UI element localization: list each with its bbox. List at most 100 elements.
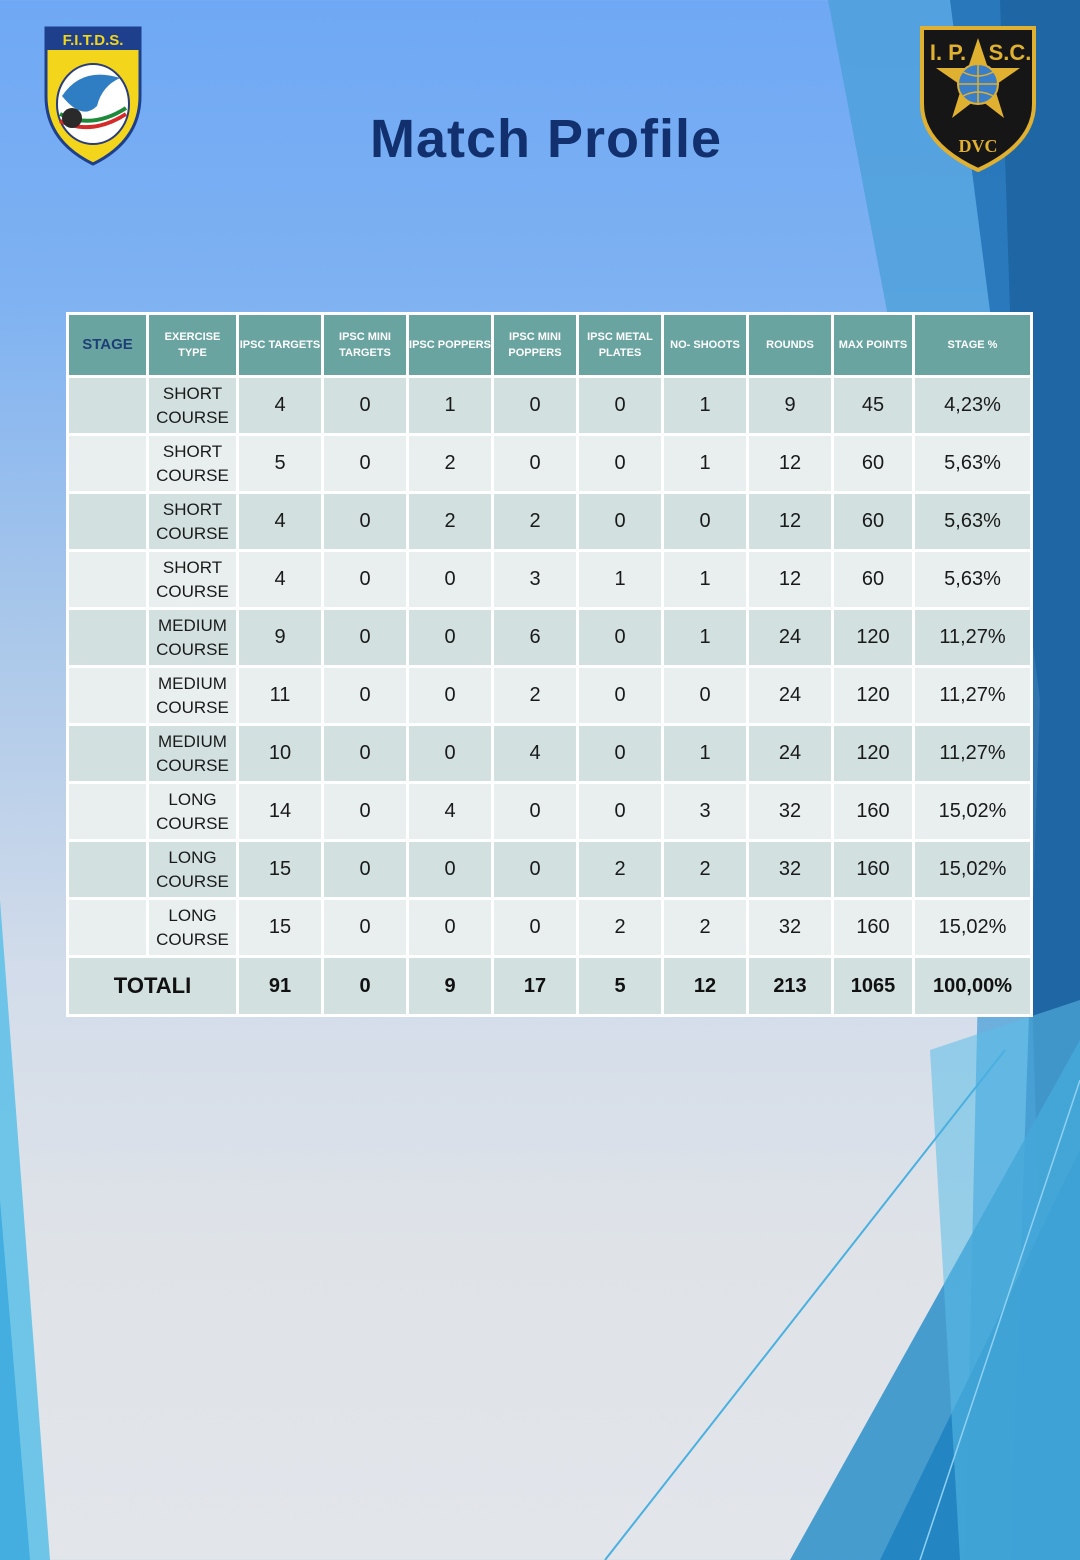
ipsc-mini-poppers-cell: 0 bbox=[491, 781, 579, 842]
max-points-cell: 160 bbox=[831, 839, 915, 900]
page-title: Match Profile bbox=[369, 109, 723, 169]
header-stage-percent: STAGE % bbox=[912, 312, 1033, 378]
rounds-cell: 24 bbox=[746, 665, 834, 726]
stage-percent-cell: 11,27% bbox=[912, 723, 1033, 784]
exercise-type-cell: LONG COURSE bbox=[146, 781, 239, 842]
stage-cell bbox=[66, 491, 149, 552]
ipsc-mini-poppers-cell: 0 bbox=[491, 375, 579, 436]
ipsc-metal-plates-cell: 2 bbox=[576, 839, 664, 900]
exercise-type-cell: SHORT COURSE bbox=[146, 549, 239, 610]
ipsc-logo-monogram: DVC bbox=[959, 136, 998, 156]
no-shoots-cell: 0 bbox=[661, 665, 749, 726]
rounds-cell: 24 bbox=[746, 607, 834, 668]
ipsc-metal-plates-cell: 1 bbox=[576, 549, 664, 610]
table-row: SHORT COURSE 4 0 2 2 0 0 12 60 5,63% bbox=[66, 491, 1033, 552]
table-row: LONG COURSE 15 0 0 0 2 2 32 160 15,02% bbox=[66, 839, 1033, 900]
max-points-cell: 60 bbox=[831, 491, 915, 552]
table-row: MEDIUM COURSE 9 0 0 6 0 1 24 120 11,27% bbox=[66, 607, 1033, 668]
ipsc-metal-plates-cell: 0 bbox=[576, 491, 664, 552]
no-shoots-cell: 1 bbox=[661, 375, 749, 436]
ipsc-targets-cell: 4 bbox=[236, 375, 324, 436]
max-points-cell: 160 bbox=[831, 781, 915, 842]
ipsc-targets-cell: 10 bbox=[236, 723, 324, 784]
no-shoots-cell: 0 bbox=[661, 491, 749, 552]
rounds-cell: 24 bbox=[746, 723, 834, 784]
rounds-cell: 12 bbox=[746, 491, 834, 552]
table-row: LONG COURSE 15 0 0 0 2 2 32 160 15,02% bbox=[66, 897, 1033, 958]
stage-percent-cell: 11,27% bbox=[912, 607, 1033, 668]
ipsc-targets-cell: 11 bbox=[236, 665, 324, 726]
stage-percent-cell: 5,63% bbox=[912, 491, 1033, 552]
header-rounds: ROUNDS bbox=[746, 312, 834, 378]
ipsc-targets-cell: 4 bbox=[236, 549, 324, 610]
header-stage: STAGE bbox=[66, 312, 149, 378]
ipsc-mini-poppers-cell: 0 bbox=[491, 839, 579, 900]
no-shoots-cell: 2 bbox=[661, 839, 749, 900]
total-rounds: 213 bbox=[746, 955, 834, 1017]
header-ipsc-metal-plates: IPSC METAL PLATES bbox=[576, 312, 664, 378]
exercise-type-cell: SHORT COURSE bbox=[146, 491, 239, 552]
ipsc-targets-cell: 4 bbox=[236, 491, 324, 552]
rounds-cell: 32 bbox=[746, 839, 834, 900]
table-header-row: STAGE EXERCISE TYPE IPSC TARGETS IPSC MI… bbox=[66, 312, 1033, 378]
ipsc-mini-poppers-cell: 2 bbox=[491, 491, 579, 552]
exercise-type-cell: MEDIUM COURSE bbox=[146, 607, 239, 668]
header-ipsc-poppers: IPSC POPPERS bbox=[406, 312, 494, 378]
total-poppers: 9 bbox=[406, 955, 494, 1017]
total-mini-poppers: 17 bbox=[491, 955, 579, 1017]
table-row: MEDIUM COURSE 10 0 0 4 0 1 24 120 11,27% bbox=[66, 723, 1033, 784]
header-ipsc-targets: IPSC TARGETS bbox=[236, 312, 324, 378]
stage-cell bbox=[66, 839, 149, 900]
no-shoots-cell: 2 bbox=[661, 897, 749, 958]
max-points-cell: 120 bbox=[831, 665, 915, 726]
exercise-type-cell: SHORT COURSE bbox=[146, 433, 239, 494]
total-no-shoots: 12 bbox=[661, 955, 749, 1017]
ipsc-mini-targets-cell: 0 bbox=[321, 897, 409, 958]
table-row: LONG COURSE 14 0 4 0 0 3 32 160 15,02% bbox=[66, 781, 1033, 842]
header-ipsc-mini-targets: IPSC MINI TARGETS bbox=[321, 312, 409, 378]
max-points-cell: 120 bbox=[831, 607, 915, 668]
ipsc-metal-plates-cell: 0 bbox=[576, 375, 664, 436]
ipsc-poppers-cell: 1 bbox=[406, 375, 494, 436]
stage-percent-cell: 15,02% bbox=[912, 897, 1033, 958]
exercise-type-cell: SHORT COURSE bbox=[146, 375, 239, 436]
ipsc-mini-poppers-cell: 3 bbox=[491, 549, 579, 610]
ipsc-mini-poppers-cell: 4 bbox=[491, 723, 579, 784]
rounds-cell: 12 bbox=[746, 433, 834, 494]
no-shoots-cell: 1 bbox=[661, 549, 749, 610]
ipsc-mini-targets-cell: 0 bbox=[321, 433, 409, 494]
table-row: SHORT COURSE 4 0 0 3 1 1 12 60 5,63% bbox=[66, 549, 1033, 610]
fitds-logo-text: F.I.T.D.S. bbox=[63, 32, 124, 49]
no-shoots-cell: 1 bbox=[661, 607, 749, 668]
max-points-cell: 45 bbox=[831, 375, 915, 436]
ipsc-logo-text-right: S.C. bbox=[989, 40, 1032, 65]
total-mini-targets: 0 bbox=[321, 955, 409, 1017]
ipsc-targets-cell: 9 bbox=[236, 607, 324, 668]
ipsc-poppers-cell: 0 bbox=[406, 665, 494, 726]
total-metal-plates: 5 bbox=[576, 955, 664, 1017]
stage-percent-cell: 5,63% bbox=[912, 549, 1033, 610]
ipsc-targets-cell: 5 bbox=[236, 433, 324, 494]
ipsc-mini-poppers-cell: 0 bbox=[491, 897, 579, 958]
stage-percent-cell: 15,02% bbox=[912, 839, 1033, 900]
max-points-cell: 60 bbox=[831, 549, 915, 610]
ipsc-metal-plates-cell: 0 bbox=[576, 723, 664, 784]
total-targets: 91 bbox=[236, 955, 324, 1017]
ipsc-poppers-cell: 0 bbox=[406, 607, 494, 668]
ipsc-metal-plates-cell: 0 bbox=[576, 665, 664, 726]
ipsc-poppers-cell: 2 bbox=[406, 433, 494, 494]
ipsc-logo: I. P. S.C. DVC bbox=[920, 26, 1036, 172]
stage-percent-cell: 5,63% bbox=[912, 433, 1033, 494]
ipsc-poppers-cell: 4 bbox=[406, 781, 494, 842]
max-points-cell: 120 bbox=[831, 723, 915, 784]
no-shoots-cell: 1 bbox=[661, 723, 749, 784]
table-row: MEDIUM COURSE 11 0 0 2 0 0 24 120 11,27% bbox=[66, 665, 1033, 726]
match-profile-table: STAGE EXERCISE TYPE IPSC TARGETS IPSC MI… bbox=[66, 312, 1033, 1017]
totals-row: TOTALI 91 0 9 17 5 12 213 1065 100,00% bbox=[66, 955, 1033, 1017]
ipsc-mini-targets-cell: 0 bbox=[321, 549, 409, 610]
ipsc-poppers-cell: 0 bbox=[406, 839, 494, 900]
ipsc-metal-plates-cell: 0 bbox=[576, 433, 664, 494]
ipsc-mini-targets-cell: 0 bbox=[321, 375, 409, 436]
header-ipsc-mini-poppers: IPSC MINI POPPERS bbox=[491, 312, 579, 378]
